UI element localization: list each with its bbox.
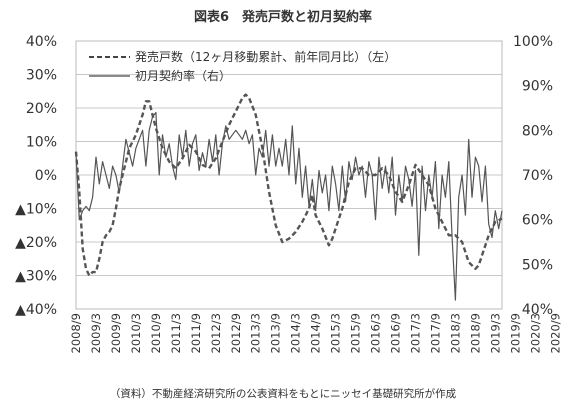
x-tick-label: 2012/9 [229,313,243,353]
chart-title: 図表6 発売戸数と初月契約率 [194,9,372,25]
x-tick-label: 2010/3 [129,313,143,353]
x-tick-label: 2018/9 [468,313,482,353]
left-tick-label: ▲10% [15,202,57,218]
right-axis-tick-labels: 100% 90% 80% 70% 60% 50% 40% [513,34,553,318]
x-tick-label: 2008/9 [69,313,83,353]
left-tick-label: 10% [26,135,57,151]
x-tick-label: 2011/9 [189,313,203,353]
x-tick-label: 2009/3 [89,313,103,353]
x-tick-label: 2017/9 [428,313,442,353]
left-axis-tick-labels: 40% 30% 20% 10% 0% ▲10% ▲20% ▲30% ▲40% [15,34,57,318]
left-tick-label: 20% [26,101,57,117]
x-tick-label: 2014/9 [309,313,323,353]
x-tick-label: 2009/9 [109,313,123,353]
right-tick-label: 60% [522,213,553,229]
x-tick-label: 2016/9 [389,313,403,353]
x-tick-label: 2014/3 [289,313,303,353]
x-axis-tick-labels: 2008/9 2009/3 2009/9 2010/3 2010/9 2011/3 2011… [69,313,562,353]
plot-area-border [75,40,503,310]
left-tick-label: ▲30% [15,269,57,285]
x-tick-label: 2015/3 [329,313,343,353]
x-tick-label: 2020/9 [548,313,562,353]
right-tick-label: 40% [522,302,553,318]
legend: 発売戸数（12ヶ月移動累計、前年同月比）（左） 初月契約率（右） [89,49,396,83]
x-tick-label: 2017/3 [408,313,422,353]
legend-label-contract-rate: 初月契約率（右） [135,68,231,83]
x-tick-label: 2013/9 [269,313,283,353]
series-line-contract-rate [75,111,503,301]
series-lines [74,93,503,301]
series-line-sales-units [74,93,503,277]
left-tick-label: 40% [26,34,57,50]
left-tick-label: ▲20% [15,235,57,251]
x-tick-label: 2013/3 [249,313,263,353]
x-tick-label: 2015/9 [349,313,363,353]
x-tick-label: 2020/3 [528,313,542,353]
right-tick-label: 70% [522,168,553,184]
x-tick-label: 2010/9 [149,313,163,353]
left-tick-label: 30% [26,68,57,84]
x-tick-label: 2019/3 [488,313,502,353]
left-tick-label: 0% [35,168,57,184]
x-tick-label: 2019/9 [508,313,522,353]
right-tick-label: 100% [513,34,553,50]
source-note: （資料）不動産経済研究所の公表資料をもとにニッセイ基礎研究所が作成 [110,387,457,400]
right-tick-label: 90% [522,79,553,95]
right-tick-label: 80% [522,123,553,139]
x-tick-label: 2011/3 [169,313,183,353]
x-tick-label: 2018/3 [448,313,462,353]
x-tick-label: 2012/3 [209,313,223,353]
right-tick-label: 50% [522,257,553,273]
x-tick-label: 2016/3 [369,313,383,353]
legend-label-sales-units: 発売戸数（12ヶ月移動累計、前年同月比）（左） [135,49,396,64]
left-tick-label: ▲40% [15,302,57,318]
